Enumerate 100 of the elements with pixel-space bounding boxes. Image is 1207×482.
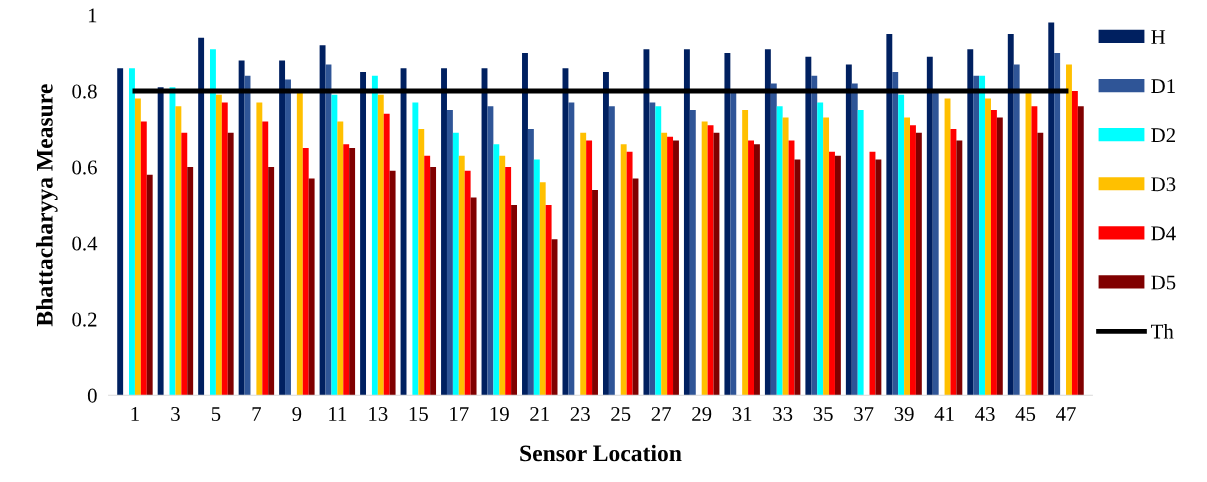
bar	[539, 182, 546, 396]
x-tick-label: 41	[934, 407, 954, 421]
bar	[175, 106, 182, 396]
bar	[979, 75, 986, 396]
bar	[845, 64, 852, 396]
bar	[701, 121, 708, 396]
bar	[724, 52, 731, 396]
bar	[533, 159, 540, 396]
bar	[956, 140, 963, 396]
legend-label: Th	[1151, 323, 1174, 339]
bar	[990, 110, 997, 396]
bar	[892, 71, 899, 396]
bar	[602, 71, 609, 396]
bar	[308, 178, 315, 396]
bar	[134, 98, 141, 396]
bar	[592, 189, 598, 396]
y-tick-label: 0.8	[72, 84, 97, 99]
bar	[661, 132, 668, 396]
bar	[967, 49, 974, 396]
bar	[1071, 91, 1078, 396]
bar	[262, 121, 269, 396]
bar	[499, 155, 506, 396]
bar	[487, 106, 494, 396]
bar	[371, 75, 378, 396]
bar	[129, 68, 135, 396]
bar	[996, 117, 1003, 396]
x-tick-label: 45	[1015, 407, 1036, 422]
bar	[886, 33, 893, 396]
x-tick-label: 19	[490, 407, 509, 422]
bar	[389, 170, 396, 396]
bar	[296, 91, 303, 396]
bar	[649, 102, 656, 396]
bar	[1048, 22, 1055, 396]
bar	[221, 102, 228, 396]
y-tick-label: 0.6	[72, 160, 97, 175]
legend-label: D5	[1151, 275, 1176, 290]
bar	[256, 102, 263, 396]
bar	[331, 94, 338, 396]
bar	[140, 121, 147, 396]
x-tick-label: 5	[211, 407, 221, 422]
bar	[146, 174, 153, 396]
bar	[1013, 64, 1020, 396]
bar	[794, 159, 801, 396]
bar	[464, 170, 471, 396]
bar	[586, 140, 593, 396]
bar	[337, 121, 344, 396]
bar	[181, 132, 188, 396]
bar	[655, 106, 662, 396]
bar	[910, 125, 916, 396]
bar	[527, 129, 534, 396]
bar	[302, 148, 309, 396]
x-tick-label: 21	[530, 407, 549, 421]
bar	[620, 144, 627, 396]
bar	[626, 151, 633, 396]
bar	[580, 132, 587, 396]
legend-label: D3	[1151, 177, 1176, 192]
bar	[511, 205, 518, 396]
bar	[707, 125, 714, 396]
x-tick-label: 27	[651, 407, 672, 421]
bar	[493, 144, 500, 396]
legend-label: D2	[1151, 128, 1175, 143]
bar	[268, 167, 275, 396]
x-tick-label: 13	[369, 407, 388, 422]
legend-label: D1	[1151, 79, 1175, 93]
y-axis-title: Bhattacharyya Measure	[36, 84, 58, 327]
bar	[643, 49, 650, 396]
bar	[198, 37, 205, 396]
x-tick-label: 7	[252, 407, 261, 421]
legend-label: D4	[1151, 226, 1176, 241]
y-tick-label: 0	[87, 388, 97, 403]
x-tick-label: 29	[692, 407, 712, 422]
bar	[673, 140, 679, 396]
x-tick-label: 37	[854, 407, 874, 422]
bar	[904, 117, 911, 396]
x-tick-label: 47	[1056, 407, 1076, 421]
bar	[770, 83, 777, 396]
bar	[730, 91, 737, 396]
bar	[811, 75, 818, 396]
bar	[973, 75, 980, 396]
bar	[985, 98, 991, 396]
bar	[950, 129, 957, 396]
bar	[285, 79, 291, 396]
bar	[851, 83, 858, 396]
x-tick-label: 1	[131, 407, 139, 421]
bar	[238, 60, 245, 396]
bar	[1054, 52, 1061, 396]
bar	[875, 159, 882, 396]
bar	[441, 68, 447, 396]
bar	[418, 129, 425, 396]
bar	[319, 45, 326, 396]
x-tick-label: 3	[171, 407, 180, 422]
x-tick-label: 43	[975, 407, 995, 422]
bar	[383, 113, 390, 396]
bar	[458, 155, 465, 396]
x-tick-label: 25	[611, 407, 631, 422]
bar	[377, 94, 384, 396]
bar	[764, 49, 771, 396]
bar	[215, 94, 222, 396]
bar	[742, 110, 749, 396]
x-tick-label: 35	[813, 407, 833, 422]
